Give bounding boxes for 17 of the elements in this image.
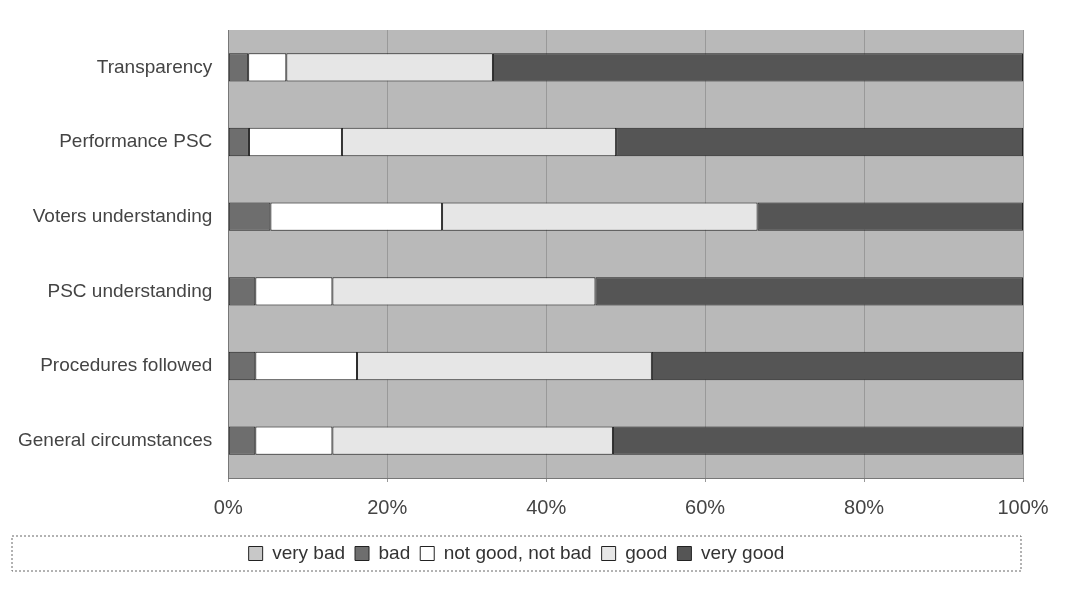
y-tick-label: Voters understanding <box>32 204 213 226</box>
y-tick-label: General circumstances <box>18 428 213 450</box>
legend-label: not good, not bad <box>443 541 592 563</box>
x-tick-label: 80% <box>844 495 885 518</box>
legend-label: bad <box>378 541 411 563</box>
x-tick-label: 0% <box>213 495 243 518</box>
x-tick-label: 100% <box>997 495 1049 518</box>
x-tick-label: 20% <box>367 495 408 518</box>
x-tick-label: 60% <box>685 495 726 518</box>
y-tick-label: PSC understanding <box>47 279 213 301</box>
x-tick-label: 40% <box>526 495 567 518</box>
legend-label: good <box>625 541 668 563</box>
y-tick-label: Performance PSC <box>59 130 213 152</box>
legend-label: very bad <box>272 541 346 563</box>
legend-label: very good <box>700 541 785 563</box>
y-tick-label: Transparency <box>96 55 213 77</box>
y-tick-label: Procedures followed <box>40 354 213 376</box>
